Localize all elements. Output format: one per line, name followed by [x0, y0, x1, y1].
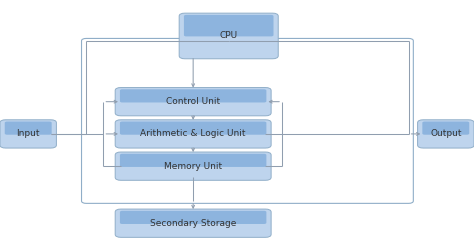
FancyBboxPatch shape [120, 211, 266, 224]
FancyBboxPatch shape [115, 88, 271, 116]
FancyBboxPatch shape [120, 89, 266, 102]
Text: Secondary Storage: Secondary Storage [150, 219, 237, 228]
FancyBboxPatch shape [120, 122, 266, 135]
FancyBboxPatch shape [179, 13, 278, 59]
Text: Control Unit: Control Unit [166, 97, 220, 106]
FancyBboxPatch shape [5, 122, 52, 135]
Text: Input: Input [17, 129, 40, 138]
FancyBboxPatch shape [120, 154, 266, 167]
FancyBboxPatch shape [115, 152, 271, 180]
FancyBboxPatch shape [422, 122, 469, 135]
Text: Memory Unit: Memory Unit [164, 162, 222, 171]
Text: Output: Output [430, 129, 462, 138]
Text: Arithmetic & Logic Unit: Arithmetic & Logic Unit [140, 129, 246, 138]
FancyBboxPatch shape [418, 120, 474, 148]
FancyBboxPatch shape [0, 120, 56, 148]
FancyBboxPatch shape [115, 209, 271, 237]
FancyBboxPatch shape [184, 15, 273, 36]
Text: CPU: CPU [219, 31, 238, 40]
FancyBboxPatch shape [115, 120, 271, 148]
